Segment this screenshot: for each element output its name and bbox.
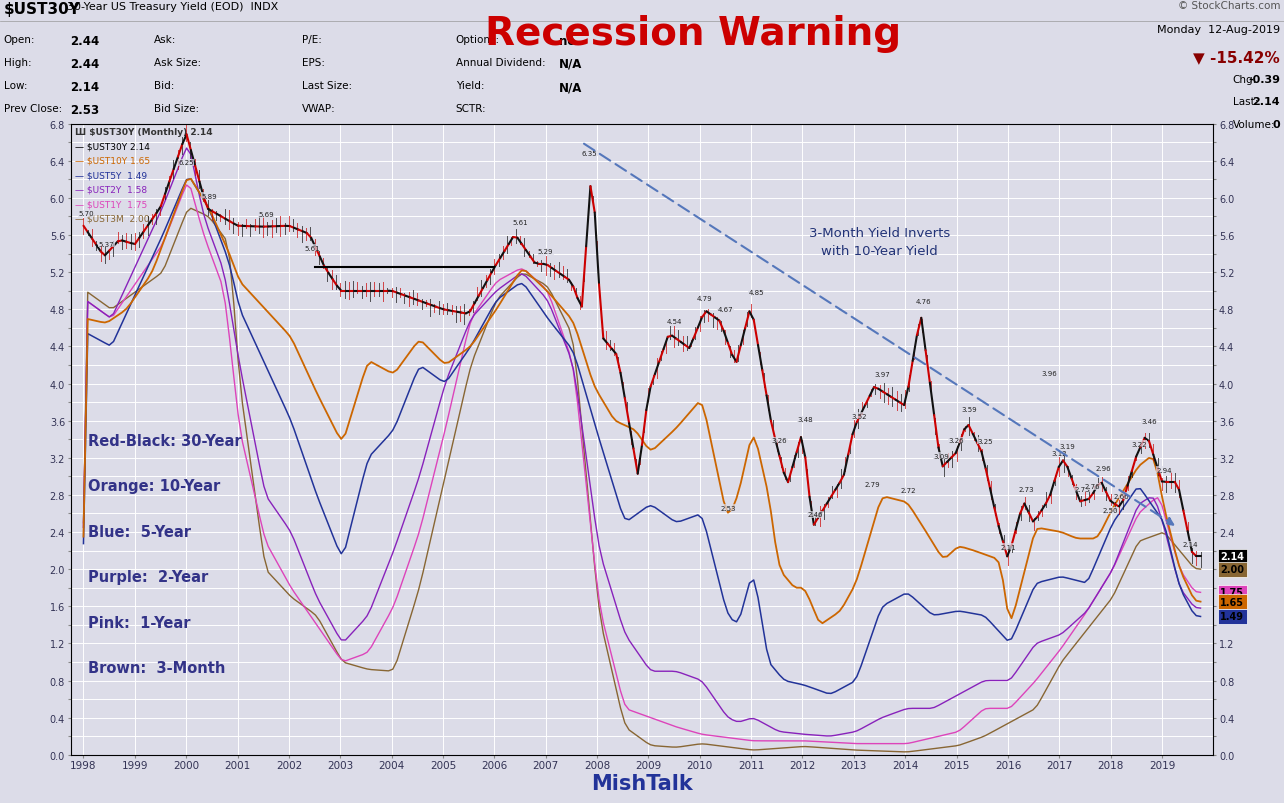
Text: 3.46: 3.46 (1141, 419, 1157, 425)
Text: 3.12: 3.12 (1052, 450, 1067, 456)
Text: 3-Month Yield Inverts
with 10-Year Yield: 3-Month Yield Inverts with 10-Year Yield (809, 226, 950, 258)
Text: 2.14: 2.14 (1183, 541, 1198, 547)
Text: 6.35: 6.35 (582, 151, 597, 157)
Text: 3.26: 3.26 (949, 438, 964, 443)
Text: Chg:: Chg: (1233, 75, 1257, 84)
Text: 3.25: 3.25 (977, 438, 993, 444)
Text: 3.48: 3.48 (797, 417, 813, 423)
Text: 30-Year US Treasury Yield (EOD)  INDX: 30-Year US Treasury Yield (EOD) INDX (67, 2, 279, 13)
Text: N/A: N/A (559, 81, 582, 94)
Text: Prev Close:: Prev Close: (4, 104, 62, 114)
Text: 3.22: 3.22 (1131, 441, 1147, 447)
Text: 5.61: 5.61 (512, 219, 528, 226)
Text: 3.19: 3.19 (1059, 444, 1075, 450)
Text: 2.44: 2.44 (71, 35, 100, 48)
Text: 2.66: 2.66 (1113, 493, 1129, 499)
Text: 2.00: 2.00 (1220, 565, 1244, 574)
Text: Yield:: Yield: (456, 81, 484, 91)
Text: 2.44: 2.44 (71, 58, 100, 71)
Text: 0: 0 (1272, 120, 1280, 129)
Text: 2.53: 2.53 (720, 505, 736, 511)
Text: 2.73: 2.73 (1075, 487, 1090, 492)
Text: 2.11: 2.11 (1000, 544, 1016, 550)
Text: MishTalk: MishTalk (591, 773, 693, 793)
Text: 2.14: 2.14 (71, 81, 100, 94)
Text: 3.96: 3.96 (1041, 371, 1057, 377)
Text: Brown:  3-Month: Brown: 3-Month (87, 660, 225, 675)
Text: Last Size:: Last Size: (302, 81, 352, 91)
Text: 4.76: 4.76 (915, 298, 931, 304)
Text: Orange: 10-Year: Orange: 10-Year (87, 479, 220, 494)
Text: — $UST5Y  1.49: — $UST5Y 1.49 (76, 171, 148, 180)
Text: 5.61: 5.61 (304, 246, 320, 251)
Text: — $UST10Y 1.65: — $UST10Y 1.65 (76, 157, 150, 165)
Text: © StockCharts.com: © StockCharts.com (1177, 2, 1280, 11)
Text: Red-Black: 30-Year: Red-Black: 30-Year (87, 434, 241, 448)
Text: Blue:  5-Year: Blue: 5-Year (87, 524, 191, 539)
Text: 3.59: 3.59 (962, 407, 977, 413)
Text: — $UST1Y  1.75: — $UST1Y 1.75 (76, 200, 148, 209)
Text: 5.70: 5.70 (78, 211, 94, 217)
Text: 2.73: 2.73 (1018, 487, 1034, 492)
Text: 3.26: 3.26 (772, 438, 787, 443)
Text: 4.85: 4.85 (749, 290, 764, 296)
Text: SCTR:: SCTR: (456, 104, 487, 114)
Text: Ask:: Ask: (154, 35, 176, 45)
Text: VWAP:: VWAP: (302, 104, 335, 114)
Text: no: no (559, 35, 575, 48)
Text: 3.97: 3.97 (874, 372, 890, 377)
Text: Pink:  1-Year: Pink: 1-Year (87, 615, 190, 630)
Text: 1.75: 1.75 (1220, 588, 1244, 597)
Text: Purple:  2-Year: Purple: 2-Year (87, 569, 208, 585)
Text: 2.79: 2.79 (864, 481, 880, 487)
Text: 4.54: 4.54 (666, 319, 682, 324)
Text: 2.76: 2.76 (1085, 483, 1100, 490)
Text: 2.53: 2.53 (71, 104, 100, 117)
Text: Recession Warning: Recession Warning (485, 15, 901, 53)
Text: 2.14: 2.14 (1220, 552, 1244, 561)
Text: 2.46: 2.46 (808, 512, 823, 517)
Text: Last:: Last: (1233, 97, 1258, 107)
Text: Low:: Low: (4, 81, 27, 91)
Text: N/A: N/A (559, 58, 582, 71)
Text: 2.96: 2.96 (1095, 465, 1111, 471)
Text: Bid Size:: Bid Size: (154, 104, 199, 114)
Text: 2.14: 2.14 (1252, 97, 1280, 107)
Text: — $UST30Y 2.14: — $UST30Y 2.14 (76, 142, 150, 151)
Text: 2.94: 2.94 (1157, 467, 1172, 473)
Text: — $UST3M  2.00: — $UST3M 2.00 (76, 214, 150, 223)
Text: Bid:: Bid: (154, 81, 175, 91)
Text: Annual Dividend:: Annual Dividend: (456, 58, 546, 68)
Text: 3.09: 3.09 (933, 453, 949, 459)
Text: $UST30Y: $UST30Y (4, 2, 81, 18)
Text: 5.69: 5.69 (258, 212, 273, 218)
Text: — $UST2Y  1.58: — $UST2Y 1.58 (76, 185, 148, 194)
Text: 1.65: 1.65 (1220, 597, 1244, 607)
Text: 4.79: 4.79 (697, 296, 713, 301)
Text: EPS:: EPS: (302, 58, 325, 68)
Text: 5.29: 5.29 (538, 249, 553, 255)
Text: Volume:: Volume: (1233, 120, 1275, 129)
Text: Options:: Options: (456, 35, 499, 45)
Text: P/E:: P/E: (302, 35, 321, 45)
Text: 5.89: 5.89 (202, 194, 217, 200)
Text: 1.49: 1.49 (1220, 612, 1244, 622)
Text: 5.37: 5.37 (99, 242, 114, 248)
Text: Open:: Open: (4, 35, 36, 45)
Text: 3.52: 3.52 (851, 414, 867, 419)
Text: ▼ -15.42%: ▼ -15.42% (1193, 50, 1280, 65)
Text: High:: High: (4, 58, 32, 68)
Text: Monday  12-Aug-2019: Monday 12-Aug-2019 (1157, 25, 1280, 35)
Text: Ш $UST30Y (Monthly) 2.14: Ш $UST30Y (Monthly) 2.14 (76, 128, 213, 137)
Text: 2.72: 2.72 (900, 487, 915, 493)
Text: Ask Size:: Ask Size: (154, 58, 202, 68)
Text: 2.50: 2.50 (1103, 507, 1118, 514)
Text: 4.67: 4.67 (718, 307, 733, 312)
Text: 6.25: 6.25 (178, 160, 194, 166)
Text: -0.39: -0.39 (1248, 75, 1280, 84)
